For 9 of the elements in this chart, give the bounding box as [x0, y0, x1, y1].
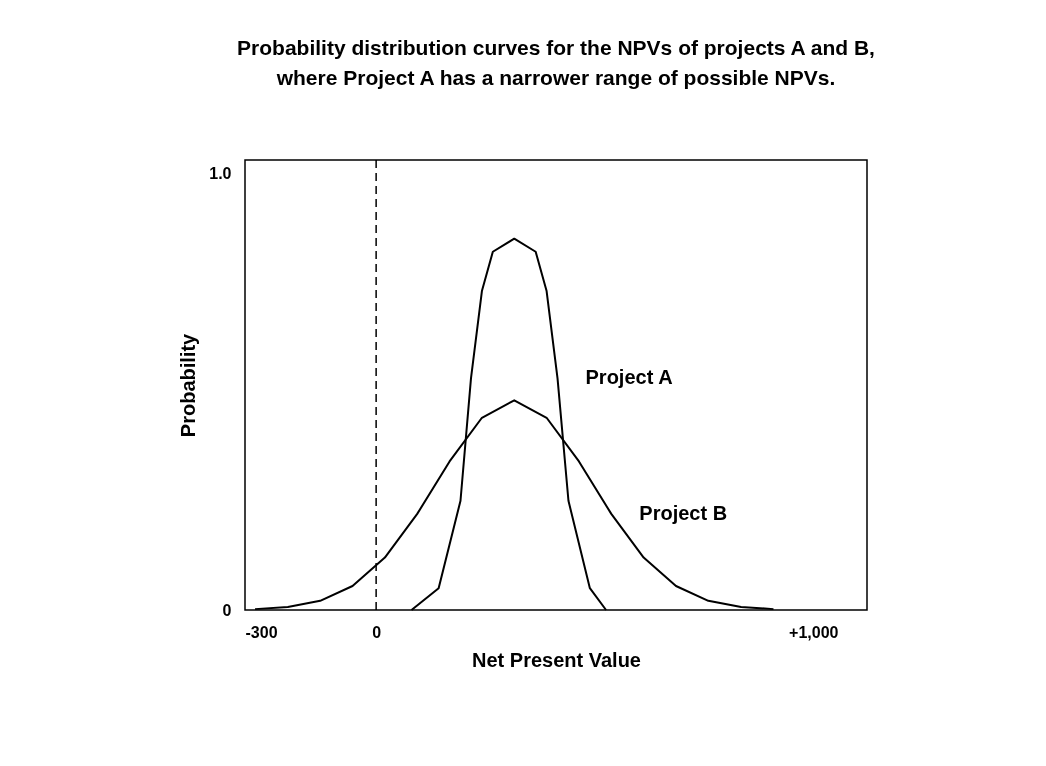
y-axis-title: Probability: [177, 332, 200, 438]
x-tick-label: -300: [245, 623, 278, 641]
y-tick-label: 1.0: [209, 164, 232, 182]
series-label: Project A: [585, 366, 673, 389]
x-tick-label: +1,000: [789, 623, 839, 641]
x-axis-title: Net Present Value: [472, 648, 641, 671]
chart-title: Probability distribution curves for the NPVs of projects A and B, where Project A has a narrower range of possible NPVs.: [237, 36, 875, 90]
series-label: Project B: [639, 501, 728, 524]
x-tick-label: 0: [372, 623, 382, 641]
